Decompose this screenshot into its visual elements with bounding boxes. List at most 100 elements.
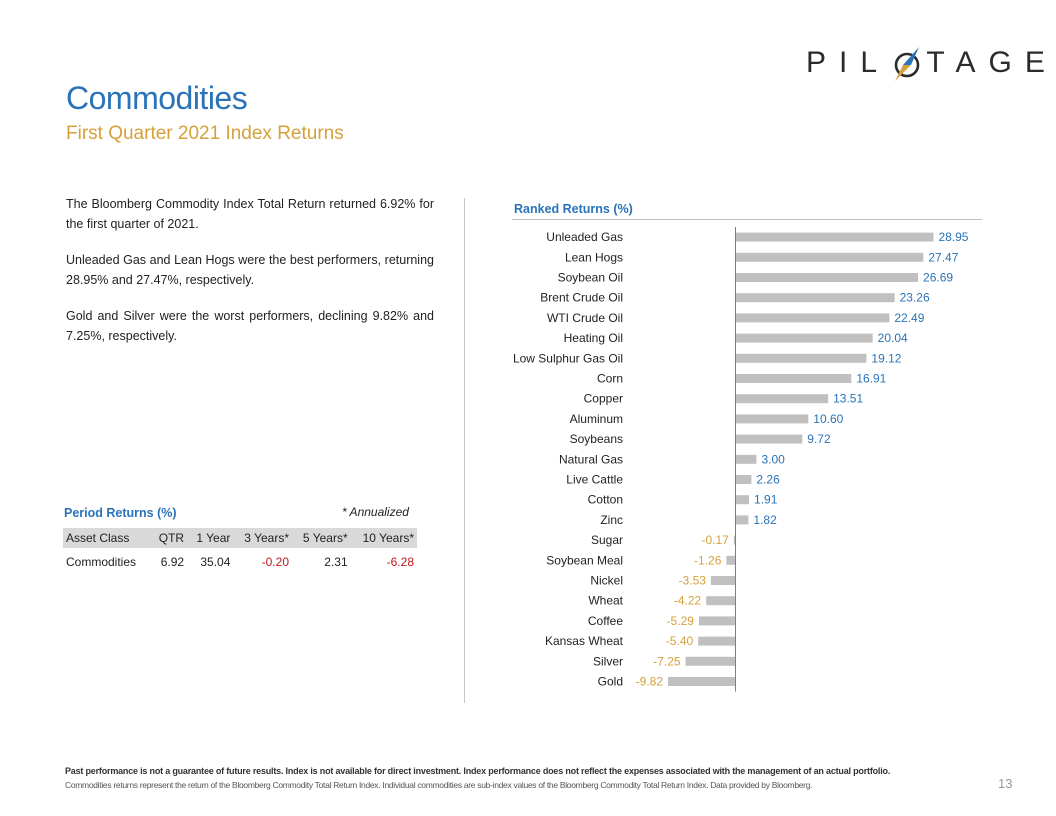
logo-letter: P [806, 46, 840, 79]
category-label: Soybeans [570, 432, 623, 446]
footer-source: Commodities returns represent the return… [65, 780, 813, 790]
data-label: 3.00 [761, 452, 785, 466]
column-header: 10 Years* [350, 528, 417, 548]
data-label: 22.49 [894, 311, 924, 325]
chart-bar [685, 656, 735, 666]
data-label: -9.82 [636, 675, 664, 689]
logo-compass-icon [894, 47, 920, 81]
category-label: Gold [598, 675, 623, 689]
chart-bar [736, 374, 852, 383]
data-label: 19.12 [871, 351, 901, 365]
logo-letter: L [860, 46, 891, 79]
column-header: 5 Years* [292, 528, 351, 548]
data-label: 1.82 [753, 513, 777, 527]
logo-letters: PILOTAGE [806, 46, 1056, 79]
chart-bar [726, 555, 735, 565]
category-label: Corn [597, 372, 623, 386]
category-label: Unleaded Gas [546, 230, 623, 244]
chart-title: Ranked Returns (%) [514, 202, 633, 216]
footer-disclaimer: Past performance is not a guarantee of f… [65, 766, 891, 776]
logo-letter: E [1024, 46, 1056, 79]
table-header-row: Asset Class QTR 1 Year 3 Years* 5 Years*… [63, 528, 417, 548]
chart-bar [736, 232, 934, 242]
data-label: 10.60 [813, 412, 843, 426]
column-header: Asset Class [63, 528, 151, 548]
category-label: Cotton [588, 493, 623, 507]
logo-letter: A [955, 46, 989, 79]
data-label: -5.40 [666, 634, 694, 648]
chart-title-rule [512, 219, 982, 220]
table-row: Commodities 6.92 35.04 -0.20 2.31 -6.28 [63, 548, 417, 576]
data-label: 16.91 [856, 372, 886, 386]
logo-letter: I [839, 46, 861, 79]
data-label: 20.04 [878, 331, 908, 345]
data-label: -5.29 [667, 614, 695, 628]
data-label: 26.69 [923, 271, 953, 285]
category-label: Silver [593, 654, 623, 668]
data-label: 1.91 [754, 493, 778, 507]
data-label: -7.25 [653, 654, 681, 668]
chart-bar [736, 495, 750, 505]
column-divider [464, 198, 465, 703]
category-label: Soybean Oil [558, 271, 623, 285]
annualized-note: * Annualized [342, 505, 409, 519]
summary-text: The Bloomberg Commodity Index Total Retu… [66, 194, 434, 362]
category-label: Nickel [590, 574, 623, 588]
chart-bar [736, 333, 873, 343]
chart-bar [698, 636, 735, 646]
chart-bar [736, 394, 829, 404]
column-header: QTR [150, 528, 188, 548]
chart-bar [733, 535, 735, 545]
category-label: Sugar [591, 533, 623, 547]
ranked-returns-chart: Unleaded Gas 28.95 Lean Hogs 27.47 Soybean O… [513, 227, 969, 692]
data-label: -4.22 [674, 594, 702, 608]
data-label: -0.17 [701, 533, 729, 547]
chart-bar [736, 414, 809, 424]
logo-letter: T [926, 46, 956, 79]
chart-bar [698, 616, 735, 626]
page-subtitle: First Quarter 2021 Index Returns [66, 123, 344, 144]
data-label: 23.26 [900, 291, 930, 305]
data-label: 13.51 [833, 392, 863, 406]
chart-bar [736, 313, 890, 323]
asset-class-cell: Commodities [66, 555, 137, 569]
category-label: Natural Gas [559, 452, 623, 466]
pilotage-logo: PILOTAGE [806, 44, 1045, 84]
category-label: Kansas Wheat [545, 634, 624, 648]
category-label: Live Cattle [566, 473, 623, 487]
category-label: Zinc [600, 513, 623, 527]
data-label: 27.47 [928, 250, 958, 264]
one-year-cell: 35.04 [200, 555, 231, 569]
logo-wordmark: PILOTAGE [806, 46, 1056, 80]
category-label: Coffee [588, 614, 623, 628]
data-label: 28.95 [938, 230, 968, 244]
category-label: Wheat [588, 594, 623, 608]
chart-bar [736, 273, 919, 282]
category-label: Aluminum [570, 412, 623, 426]
three-years-cell: -0.20 [261, 555, 289, 569]
page-number: 13 [998, 776, 1013, 791]
chart-bar [668, 677, 735, 686]
chart-bar [736, 454, 757, 464]
data-label: -1.26 [694, 553, 722, 567]
category-label: Heating Oil [564, 331, 623, 345]
chart-bar [736, 515, 749, 525]
column-header: 3 Years* [233, 528, 292, 548]
chart-bar [736, 252, 924, 262]
period-returns-table: Asset Class QTR 1 Year 3 Years* 5 Years*… [63, 528, 417, 576]
logo-letter: O [890, 46, 926, 79]
column-header: 1 Year [187, 528, 234, 548]
category-label: Lean Hogs [565, 250, 623, 264]
category-label: Soybean Meal [546, 553, 623, 567]
category-label: Low Sulphur Gas Oil [513, 351, 623, 365]
five-years-cell: 2.31 [324, 555, 348, 569]
summary-paragraph: Unleaded Gas and Lean Hogs were the best… [66, 253, 434, 287]
category-label: Copper [584, 392, 623, 406]
chart-bar [706, 596, 735, 606]
logo-letter: G [988, 46, 1025, 79]
category-label: WTI Crude Oil [547, 311, 623, 325]
chart-bar [736, 293, 895, 303]
chart-bar [736, 434, 803, 444]
chart-bar [736, 353, 867, 363]
chart-bar [710, 576, 735, 585]
